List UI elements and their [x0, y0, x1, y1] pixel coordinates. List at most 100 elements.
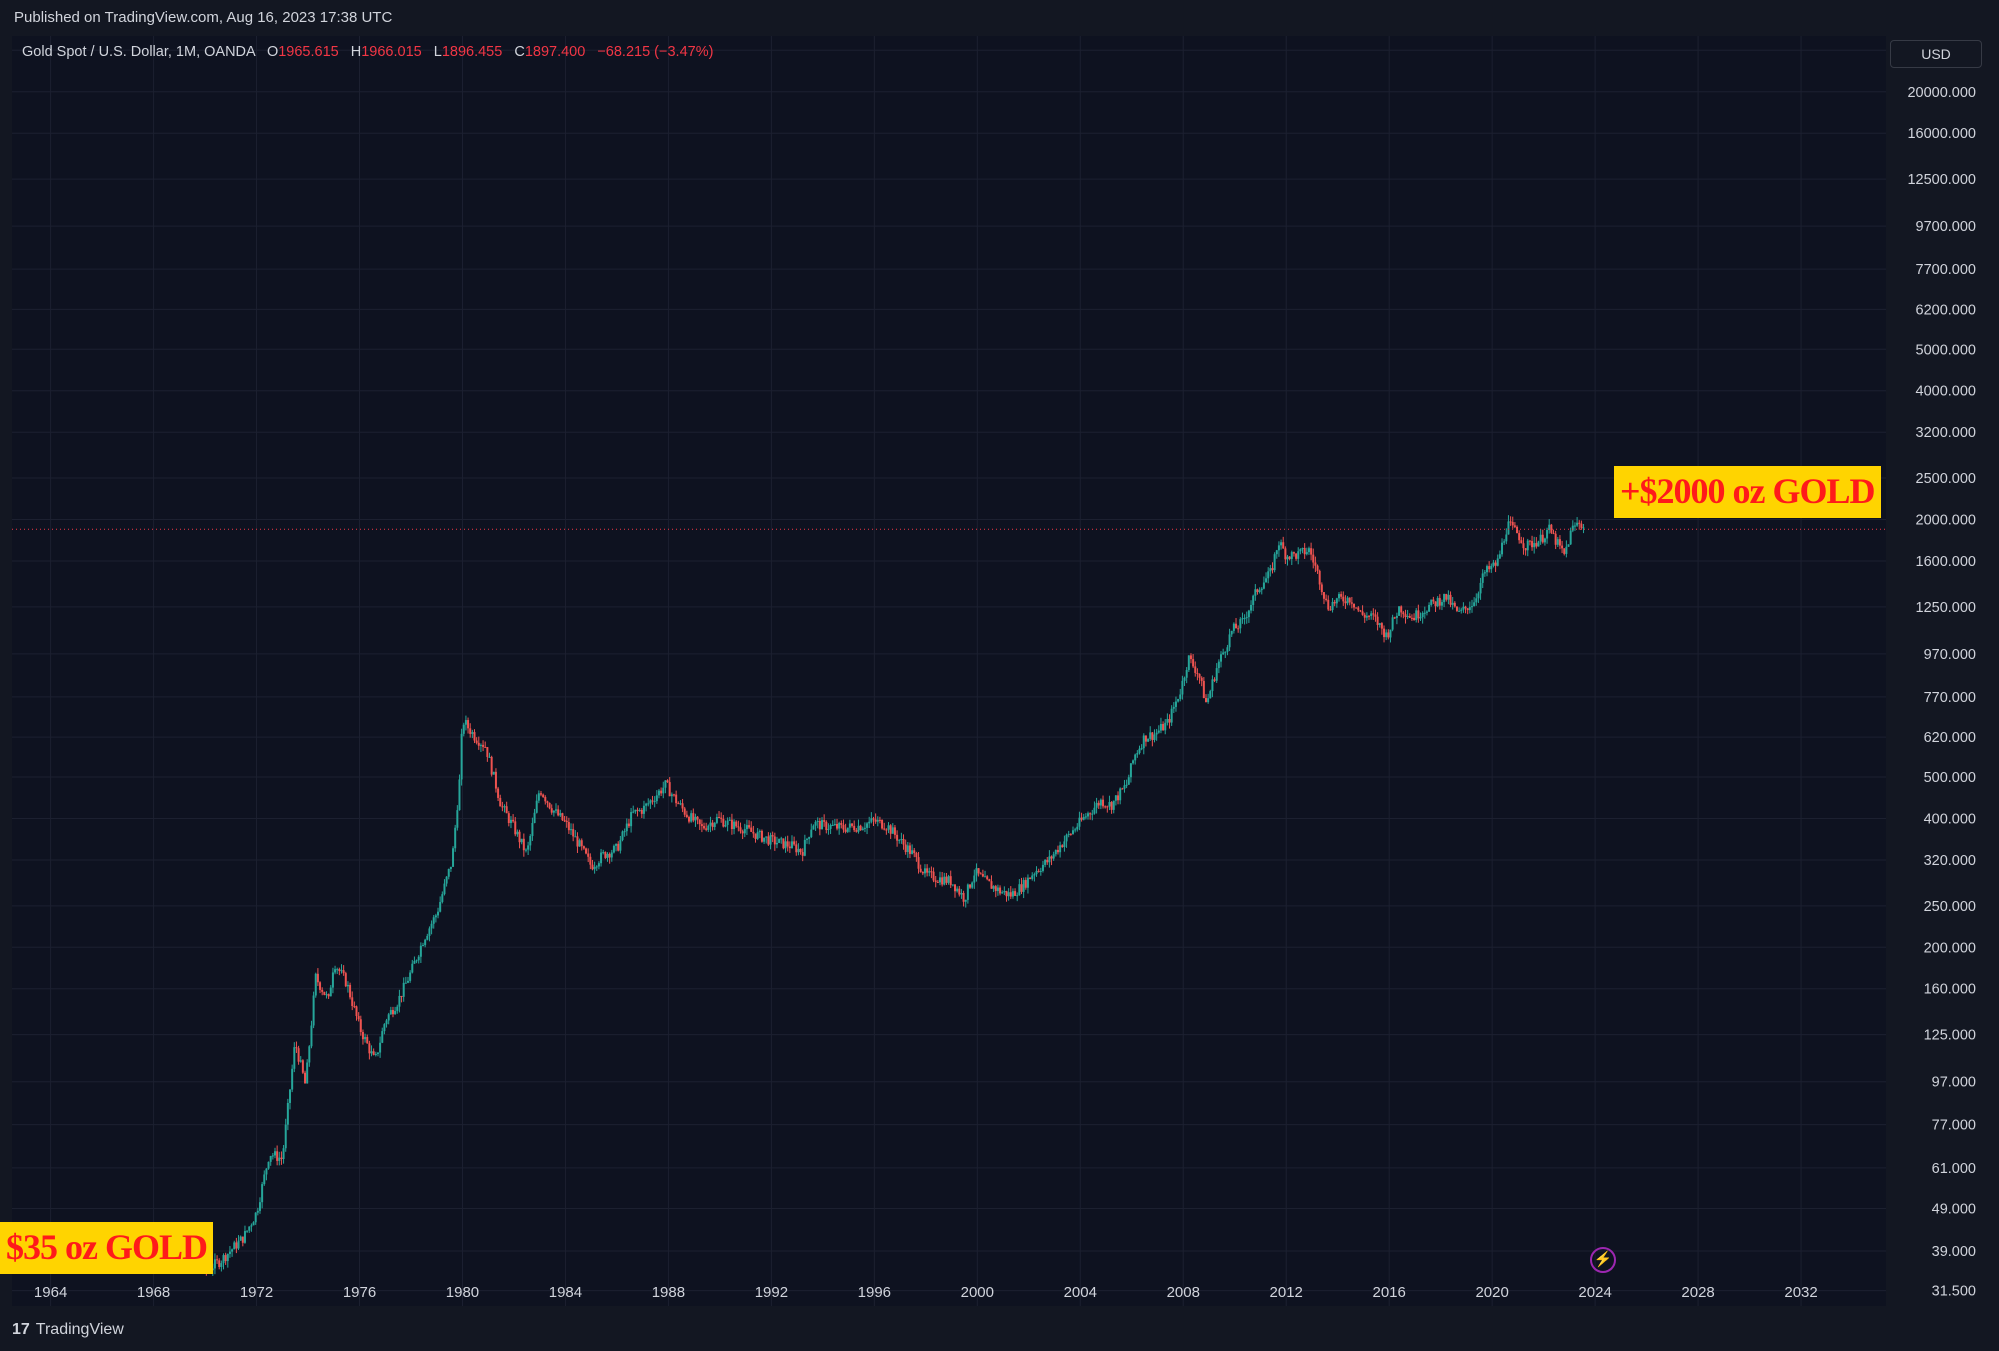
candle-body — [1322, 592, 1325, 599]
candle-body — [1445, 593, 1448, 600]
candle-body — [1144, 735, 1147, 742]
candle-body — [570, 829, 573, 831]
candle-body — [878, 819, 881, 821]
candle-body — [1554, 533, 1557, 545]
candle-body — [1305, 552, 1308, 555]
candle-body — [934, 880, 937, 882]
candle-body — [1372, 613, 1375, 615]
candle-body — [475, 740, 478, 743]
candle-body — [1099, 799, 1102, 806]
y-tick-label: 16000.000 — [1907, 126, 1976, 142]
change-value: −68.215 (−3.47%) — [597, 44, 714, 60]
candle-body — [694, 816, 697, 821]
candle-body — [1250, 604, 1253, 611]
close-label: C — [514, 44, 525, 60]
candle-body — [1368, 615, 1371, 617]
candle-body — [539, 793, 542, 795]
candle-body — [587, 853, 590, 857]
candle-body — [314, 973, 317, 996]
candle-body — [642, 805, 645, 814]
candle-body — [964, 899, 967, 902]
candle-body — [1475, 598, 1478, 603]
candle-body — [1273, 554, 1276, 571]
currency-button[interactable]: USD — [1890, 40, 1982, 68]
x-tick-label: 2000 — [961, 1284, 994, 1301]
chart-pane[interactable] — [12, 36, 1886, 1306]
candle-body — [1528, 540, 1531, 542]
candle-body — [1385, 632, 1388, 638]
x-tick-label: 1972 — [240, 1284, 273, 1301]
candle-body — [1402, 612, 1405, 615]
candle-body — [752, 831, 755, 834]
y-tick-label: 770.000 — [1924, 690, 1976, 706]
candle-body — [406, 980, 409, 983]
candle-body — [1155, 732, 1158, 735]
candle-body — [966, 884, 969, 900]
candle-body — [1320, 584, 1323, 593]
candle-body — [977, 868, 980, 874]
candle-body — [1031, 875, 1034, 879]
lightning-icon[interactable]: ⚡ — [1590, 1247, 1616, 1273]
candle-body — [1436, 597, 1439, 607]
annotation-35-gold[interactable]: $35 oz GOLD — [0, 1222, 213, 1274]
candle-body — [585, 848, 588, 854]
y-tick-label: 20000.000 — [1907, 85, 1976, 101]
candle-body — [490, 756, 493, 775]
candle-body — [943, 876, 946, 885]
price-axis[interactable] — [1886, 36, 1999, 1306]
candle-body — [1059, 845, 1062, 853]
candle-body — [825, 821, 828, 831]
y-tick-label: 12500.000 — [1907, 172, 1976, 188]
candle-body — [286, 1102, 289, 1125]
candle-body — [1056, 849, 1059, 853]
candle-body — [319, 982, 322, 990]
candle-body — [810, 829, 813, 838]
candle-body — [280, 1157, 283, 1160]
x-tick-label: 2016 — [1372, 1284, 1405, 1301]
candle-body — [346, 984, 349, 987]
candle-body — [1327, 599, 1330, 610]
candle-body — [246, 1230, 249, 1232]
candle-body — [911, 850, 914, 854]
candle-body — [1074, 829, 1077, 831]
low-label: L — [433, 44, 442, 60]
candle-body — [522, 838, 525, 851]
candle-body — [441, 894, 444, 902]
x-tick-label: 1976 — [343, 1284, 376, 1301]
candle-body — [640, 809, 643, 814]
candle-body — [340, 970, 343, 972]
candle-body — [482, 744, 485, 747]
candle-body — [546, 801, 549, 803]
candle-body — [520, 838, 523, 843]
y-tick-label: 125.000 — [1924, 1028, 1976, 1044]
candle-body — [1237, 628, 1240, 630]
candle-body — [1232, 623, 1235, 631]
candle-body — [846, 827, 849, 832]
candle-body — [402, 982, 405, 997]
candle-body — [638, 809, 641, 811]
candle-body — [426, 935, 429, 940]
symbol-title[interactable]: Gold Spot / U.S. Dollar, 1M, OANDA — [22, 44, 255, 60]
candle-body — [623, 831, 626, 833]
candle-body — [1361, 611, 1364, 615]
candle-body — [735, 821, 738, 827]
candle-body — [1121, 788, 1124, 790]
candle-body — [1563, 548, 1566, 554]
candle-body — [921, 871, 924, 874]
candle-body — [941, 877, 944, 885]
candle-body — [1417, 610, 1420, 619]
annotation-2000-gold[interactable]: +$2000 oz GOLD — [1614, 466, 1881, 518]
y-tick-label: 160.000 — [1924, 982, 1976, 998]
candle-body — [1123, 785, 1126, 789]
candle-body — [758, 830, 761, 833]
candle-body — [1239, 619, 1242, 629]
candle-body — [928, 871, 931, 873]
candle-body — [484, 746, 487, 748]
candle-body — [685, 814, 688, 818]
x-tick-label: 1996 — [858, 1284, 891, 1301]
candle-body — [509, 819, 512, 824]
candle-body — [651, 800, 654, 802]
tradingview-logo[interactable]: 17 TradingView — [12, 1321, 124, 1339]
candle-body — [323, 991, 326, 995]
candle-body — [1048, 856, 1051, 863]
